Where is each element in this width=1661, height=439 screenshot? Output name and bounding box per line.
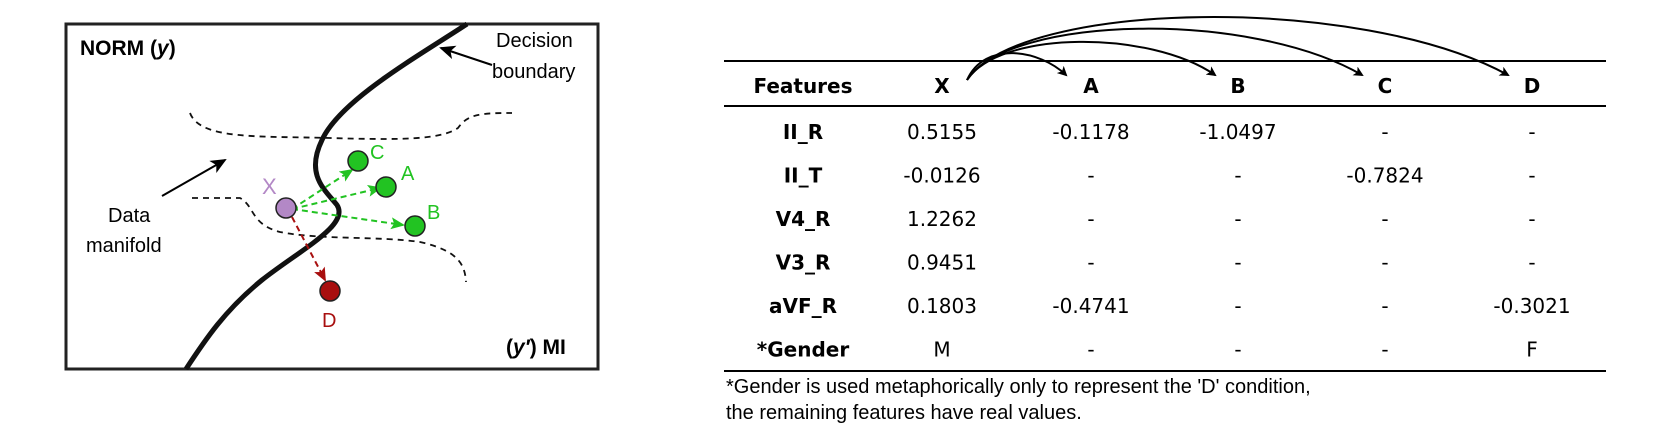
table-cell: - [1381,251,1388,275]
table-header-2: A [1083,74,1099,98]
label-x: X [262,174,277,199]
table-cell: 1.2262 [907,207,977,231]
label-b: B [427,202,440,224]
point-x [275,197,297,219]
table-cell: - [1087,164,1094,188]
table-cell: - [1234,207,1241,231]
table-cell: - [1234,338,1241,362]
table-row-label: II_R [783,120,823,144]
manifold-lower-curve [192,197,467,283]
table-cell: - [1381,120,1388,144]
table-cells: Features X A B C D II_R 0.5155 -0.1178 -1.0497 - - I… [753,74,1570,362]
label-d: D [322,310,336,332]
arrow-x-to-a [291,184,382,210]
manifold-upper-curve [189,112,513,140]
point-c [347,150,369,172]
table-cell: - [1528,164,1535,188]
footnote-line-1: *Gender is used metaphorically only to r… [726,376,1311,398]
table-cell: 0.5155 [907,120,977,144]
arrow-x-to-d [291,216,326,282]
table-cell: - [1528,251,1535,275]
table-header-5: D [1524,74,1541,98]
table-cell: F [1526,338,1538,362]
data-manifold-pointer [161,159,227,197]
arrow-x-to-b [291,208,405,230]
decision-diagram: X C A B D NORM (y) (y′) MI Decision boun… [64,21,600,371]
feature-table: Features X A B C D II_R 0.5155 -0.1178 -1.0497 - - I… [724,16,1606,372]
table-cell: - [1528,120,1535,144]
table-cell: 0.1803 [907,294,977,318]
footnote: *Gender is used metaphorically only to r… [726,374,1311,426]
table-cell: - [1234,251,1241,275]
table-cell: -1.0497 [1199,120,1276,144]
arrow-x-to-c [291,168,354,210]
table-cell: -0.0126 [903,164,980,188]
table-cell: - [1087,338,1094,362]
table-header-1: X [934,74,950,98]
point-b [404,215,426,237]
table-cell: - [1234,164,1241,188]
table-cell: - [1234,294,1241,318]
point-d [319,280,341,302]
table-row-label: II_T [784,164,823,188]
table-cell: - [1087,251,1094,275]
table-cell: 0.9451 [907,251,977,275]
label-c: C [370,142,384,164]
table-row-label: *Gender [757,338,850,362]
table-cell: -0.4741 [1052,294,1129,318]
table-row-label: V4_R [776,207,831,231]
table-cell: - [1087,207,1094,231]
decision-boundary-label-2: boundary [492,61,575,83]
label-a: A [401,163,415,185]
table-header-0: Features [753,74,852,98]
table-cell: - [1381,207,1388,231]
table-header-4: C [1378,74,1393,98]
label-mi: (y′) MI [506,336,566,359]
table-header-3: B [1230,74,1245,98]
footnote-line-2: the remaining features have real values. [726,402,1082,424]
table-cell: - [1381,338,1388,362]
decision-boundary-curve [183,21,469,371]
diagram-frame [64,22,600,371]
arrow-x-to-d-header [966,16,1510,81]
table-cell: -0.1178 [1052,120,1129,144]
table-cell: -0.3021 [1493,294,1570,318]
data-manifold-label-2: manifold [86,235,162,257]
table-row-label: V3_R [776,251,831,275]
table-cell: -0.7824 [1346,164,1423,188]
table-row-label: aVF_R [769,294,837,318]
table-cell: M [933,338,950,362]
decision-boundary-label-1: Decision [496,30,573,52]
table-cell: - [1381,294,1388,318]
arrow-x-to-a-header [966,52,1068,81]
label-norm: NORM (y) [80,37,176,60]
data-manifold-label-1: Data [108,205,151,227]
decision-boundary-pointer [439,45,493,66]
table-cell: - [1528,207,1535,231]
point-a [375,176,397,198]
